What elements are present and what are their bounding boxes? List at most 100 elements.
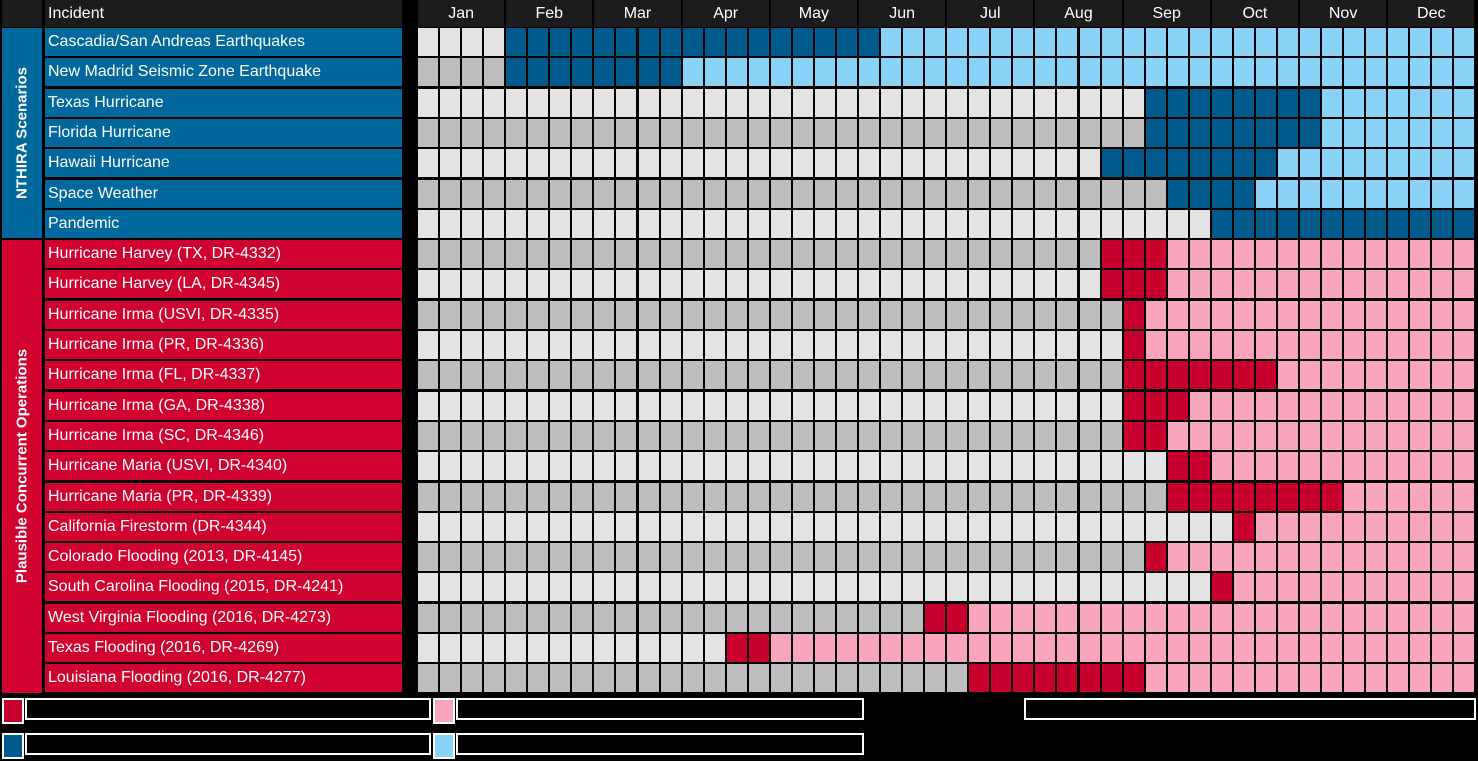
week-cell-after: [1211, 452, 1232, 481]
week-cell-active: [1123, 240, 1144, 269]
week-cell-inactive: [418, 209, 439, 238]
week-cell-inactive: [528, 240, 549, 269]
week-cell-inactive: [506, 421, 527, 450]
week-cell-inactive: [616, 421, 637, 450]
week-cell-after: [1322, 88, 1343, 117]
week-cell-after: [1322, 270, 1343, 299]
week-cell-after: [1366, 58, 1387, 87]
week-cell-after: [1388, 88, 1409, 117]
week-cell-active: [572, 58, 593, 87]
week-cell-after: [1035, 58, 1056, 87]
week-cell-after: [1300, 664, 1321, 693]
week-cell-after: [947, 28, 968, 56]
week-cell-inactive: [991, 391, 1012, 420]
week-cell-inactive: [638, 512, 659, 541]
week-cell-after: [1079, 603, 1100, 632]
week-cell-after: [859, 634, 880, 662]
week-cell-after: [1344, 664, 1365, 693]
week-cell-inactive: [881, 300, 902, 329]
week-cell-inactive: [1101, 573, 1122, 602]
week-cell-inactive: [484, 209, 505, 238]
week-cell-inactive: [836, 664, 857, 693]
week-cell-after: [1277, 300, 1298, 329]
week-cell-inactive: [1035, 240, 1056, 269]
week-cell-inactive: [1145, 452, 1166, 481]
week-cell-after: [1344, 270, 1365, 299]
week-cell-active: [1123, 391, 1144, 420]
week-cell-inactive: [1123, 452, 1144, 481]
week-cell-active: [1300, 118, 1321, 147]
week-cell-after: [969, 58, 990, 87]
week-cell-after: [1189, 28, 1210, 56]
week-cell-after: [1366, 543, 1387, 572]
week-cell-inactive: [969, 149, 990, 178]
week-cell-inactive: [572, 452, 593, 481]
week-cell-after: [1123, 603, 1144, 632]
week-cell-inactive: [836, 270, 857, 299]
week-cell-after: [1300, 361, 1321, 390]
week-cell-inactive: [859, 179, 880, 208]
week-cell-after: [1388, 179, 1409, 208]
week-cell-inactive: [660, 482, 681, 511]
week-cell-after: [1233, 391, 1254, 420]
week-cell-after: [1300, 634, 1321, 662]
week-cell-inactive: [1013, 421, 1034, 450]
week-cell-inactive: [947, 240, 968, 269]
week-cell-inactive: [616, 573, 637, 602]
week-cell-active: [1145, 88, 1166, 117]
week-cell-after: [1366, 391, 1387, 420]
week-cell-after: [1454, 270, 1475, 299]
week-cell-active: [1189, 482, 1210, 511]
week-cell-inactive: [528, 634, 549, 662]
week-cell-inactive: [462, 149, 483, 178]
week-cell-inactive: [1079, 421, 1100, 450]
week-cell-after: [1189, 240, 1210, 269]
incident-label: Hawaii Hurricane: [45, 149, 402, 178]
week-cell-active: [1233, 482, 1254, 511]
week-cell-after: [947, 634, 968, 662]
week-cell-after: [770, 58, 791, 87]
week-cell-inactive: [550, 240, 571, 269]
week-cell-inactive: [859, 573, 880, 602]
week-cell-after: [1410, 421, 1431, 450]
week-cell-inactive: [418, 573, 439, 602]
week-cell-active: [1454, 209, 1475, 238]
week-cell-inactive: [1079, 452, 1100, 481]
incident-label: Hurricane Irma (FL, DR-4337): [45, 361, 402, 390]
week-cell-after: [1255, 300, 1276, 329]
week-cell-inactive: [660, 88, 681, 117]
week-cell-active: [836, 28, 857, 56]
week-cell-inactive: [1101, 543, 1122, 572]
week-cell-inactive: [881, 149, 902, 178]
week-cell-inactive: [726, 209, 747, 238]
week-cell-after: [1322, 179, 1343, 208]
week-cell-after: [836, 58, 857, 87]
week-cell-inactive: [1013, 179, 1034, 208]
week-cell-inactive: [947, 179, 968, 208]
week-cell-inactive: [947, 331, 968, 359]
week-cell-after: [1145, 664, 1166, 693]
week-cell-inactive: [528, 300, 549, 329]
week-cell-after: [1189, 603, 1210, 632]
week-cell-active: [1101, 149, 1122, 178]
week-cell-inactive: [550, 391, 571, 420]
week-cell-inactive: [792, 270, 813, 299]
week-cell-inactive: [638, 543, 659, 572]
week-cell-inactive: [792, 512, 813, 541]
week-cell-inactive: [1013, 482, 1034, 511]
week-cell-inactive: [947, 664, 968, 693]
week-cell-inactive: [594, 209, 615, 238]
week-cell-after: [1344, 300, 1365, 329]
week-cell-inactive: [792, 573, 813, 602]
week-cell-after: [1388, 58, 1409, 87]
incident-label: Hurricane Irma (PR, DR-4336): [45, 331, 402, 359]
week-cell-inactive: [814, 603, 835, 632]
week-cell-inactive: [1057, 240, 1078, 269]
week-cell-after: [1189, 664, 1210, 693]
week-cell-inactive: [704, 634, 725, 662]
week-cell-inactive: [859, 331, 880, 359]
week-cell-inactive: [748, 149, 769, 178]
week-cell-active: [1189, 452, 1210, 481]
week-cell-inactive: [550, 452, 571, 481]
week-cell-after: [1454, 452, 1475, 481]
